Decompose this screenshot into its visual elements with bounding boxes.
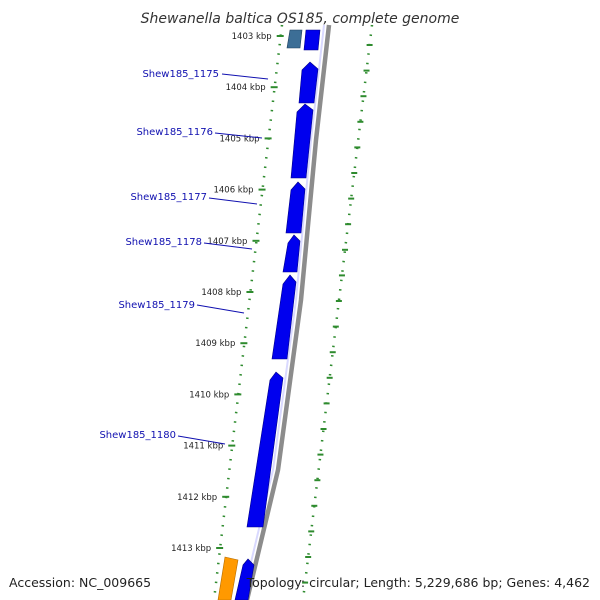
gene-label-shew185-1180[interactable]: Shew185_1180 <box>99 430 176 441</box>
gene-arrow-other-strand[interactable] <box>286 29 303 49</box>
ruler-kbp-label: 1404 kbp <box>226 83 266 93</box>
gene-leader-line <box>196 304 245 314</box>
gene-leader-line <box>208 197 258 205</box>
ruler-kbp-label: 1403 kbp <box>232 32 272 42</box>
ruler-kbp-label: 1405 kbp <box>220 134 260 144</box>
ruler-kbp-label: 1410 kbp <box>189 390 229 400</box>
gene-leader-line <box>214 132 263 139</box>
gene-arrow-shew185-1177[interactable] <box>285 181 306 234</box>
gene-label-shew185-1179[interactable]: Shew185_1179 <box>118 300 195 311</box>
ruler-kbp-label: 1411 kbp <box>183 442 223 452</box>
gene-label-shew185-1175[interactable]: Shew185_1175 <box>142 69 219 80</box>
ruler-kbp-label: 1408 kbp <box>201 288 241 298</box>
map-title: Shewanella baltica OS185, complete genom… <box>141 11 460 27</box>
gene-arrow-shew185-1180[interactable] <box>246 371 284 528</box>
gene-leader-line <box>203 242 253 250</box>
ruler-kbp-label: 1412 kbp <box>177 493 217 503</box>
gene-leader-line <box>221 73 269 80</box>
accession-text: Accession: NC_009665 <box>9 575 151 590</box>
ruler-kbp-label: 1406 kbp <box>213 186 253 196</box>
gene-arrow-shew185-1176[interactable] <box>290 103 314 179</box>
gene-features <box>217 29 321 600</box>
gene-arrow-shew185-1179[interactable] <box>271 274 297 360</box>
ruler-kbp-label: 1413 kbp <box>171 544 211 554</box>
gene-arrow-bottom[interactable] <box>234 558 255 600</box>
topology-text: Topology: circular; Length: 5,229,686 bp… <box>246 575 590 590</box>
gene-labels: Shew185_1175 Shew185_1176 Shew185_1177 S… <box>99 69 269 445</box>
genome-backbone <box>244 24 332 600</box>
gene-arrow-top[interactable] <box>303 29 321 51</box>
gene-leader-line <box>177 435 226 445</box>
gene-arrow-shew185-1175[interactable] <box>298 61 319 104</box>
gene-label-shew185-1176[interactable]: Shew185_1176 <box>136 127 213 138</box>
outer-ruler-ticks <box>302 44 373 584</box>
ruler-kbp-label: 1407 kbp <box>207 237 247 247</box>
gene-label-shew185-1177[interactable]: Shew185_1177 <box>130 192 207 203</box>
gene-arrow-shew185-1178[interactable] <box>282 234 301 273</box>
gene-label-shew185-1178[interactable]: Shew185_1178 <box>125 237 202 248</box>
ruler-kbp-label: 1409 kbp <box>195 339 235 349</box>
inner-ruler-ticks: 1403 kbp 1404 kbp 1405 kbp 1406 kbp 1407 kbp… <box>171 32 284 554</box>
gene-arrow-orange[interactable] <box>217 556 239 600</box>
